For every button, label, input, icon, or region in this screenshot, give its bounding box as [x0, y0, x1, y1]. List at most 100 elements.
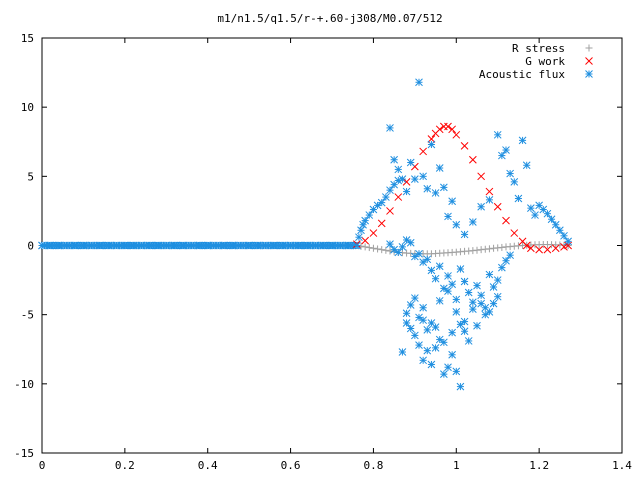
acoustic-flux-point	[506, 251, 514, 260]
acoustic-flux-point	[452, 220, 461, 229]
acoustic-flux-point	[510, 178, 519, 186]
acoustic-flux-point	[448, 197, 456, 206]
acoustic-flux-point	[406, 158, 415, 167]
acoustic-flux-point	[38, 241, 46, 250]
acoustic-flux-point	[245, 241, 253, 250]
acoustic-flux-point	[423, 255, 432, 264]
g-work-point	[551, 244, 560, 253]
x-tick-label: 1.4	[612, 459, 632, 472]
legend-label: Acoustic flux	[479, 68, 565, 81]
g-work-point	[469, 155, 477, 164]
acoustic-flux-point	[527, 204, 535, 213]
acoustic-flux-point	[377, 198, 386, 207]
acoustic-flux-point	[427, 360, 436, 369]
legend-marker	[585, 57, 593, 65]
x-tick-label: 0	[39, 459, 46, 472]
acoustic-flux-point	[452, 308, 461, 316]
acoustic-flux-point	[54, 241, 63, 250]
y-tick-label: -10	[14, 378, 34, 391]
acoustic-flux-point	[129, 241, 137, 250]
acoustic-flux-point	[278, 241, 287, 250]
acoustic-flux-point	[431, 344, 440, 352]
acoustic-flux-point	[361, 216, 369, 225]
acoustic-flux-point	[440, 370, 448, 379]
acoustic-flux-point	[365, 211, 374, 219]
acoustic-flux-point	[402, 319, 411, 327]
y-tick-label: 0	[27, 240, 34, 253]
acoustic-flux-point	[551, 220, 560, 229]
acoustic-flux-point	[547, 215, 556, 224]
acoustic-flux-point	[319, 241, 328, 250]
g-work-point	[452, 130, 461, 139]
acoustic-flux-point	[253, 241, 262, 250]
g-work-point	[369, 229, 378, 237]
acoustic-flux-point	[355, 233, 363, 242]
acoustic-flux-point	[493, 130, 502, 139]
acoustic-flux-point	[473, 281, 481, 290]
acoustic-flux-point	[456, 382, 465, 391]
acoustic-flux-point	[386, 124, 394, 132]
acoustic-flux-point	[311, 241, 320, 250]
y-tick-label: 10	[21, 101, 34, 114]
x-tick-label: 0.8	[363, 459, 383, 472]
x-axis: 0 0.2 0.4 0.6 0.8 1 1.2 1.4	[39, 38, 632, 472]
g-work-point	[460, 142, 469, 150]
g-work-point	[361, 236, 369, 245]
g-work-point	[560, 243, 568, 251]
x-tick-label: 0.6	[281, 459, 301, 472]
r-stress-point	[378, 246, 386, 254]
acoustic-flux-point	[386, 240, 394, 248]
g-work-point	[377, 219, 386, 228]
acoustic-flux-point	[220, 241, 229, 250]
r-stress-point	[473, 246, 481, 254]
acoustic-flux-point	[398, 243, 407, 251]
acoustic-flux-point	[448, 280, 456, 289]
x-tick-label: 0.4	[198, 459, 218, 472]
acoustic-flux-point	[336, 241, 345, 250]
acoustic-flux-point	[444, 212, 452, 221]
acoustic-flux-point	[502, 146, 510, 154]
acoustic-flux-point	[564, 237, 572, 246]
acoustic-flux-point	[498, 151, 506, 160]
r-stress-point	[374, 245, 382, 253]
y-tick-label: 5	[27, 170, 34, 183]
g-work-point	[394, 193, 403, 201]
r-stress-point	[361, 243, 369, 251]
acoustic-flux-point	[394, 248, 403, 257]
acoustic-flux-point	[162, 241, 171, 250]
g-work-point	[477, 172, 485, 181]
acoustic-flux-point	[415, 78, 423, 87]
acoustic-flux-point	[402, 236, 411, 244]
acoustic-flux-point	[402, 309, 411, 318]
x-tick-label: 1	[453, 459, 460, 472]
acoustic-flux-point	[303, 241, 311, 250]
acoustic-flux-point	[456, 265, 465, 273]
acoustic-flux-point	[394, 176, 403, 185]
acoustic-flux-point	[179, 241, 187, 250]
acoustic-flux-point	[452, 295, 461, 304]
acoustic-flux-point	[448, 328, 456, 337]
y-tick-label: 15	[21, 32, 34, 45]
acoustic-flux-point	[170, 241, 179, 250]
acoustic-flux-point	[489, 299, 498, 308]
acoustic-flux-point	[506, 169, 514, 178]
acoustic-flux-point	[477, 299, 485, 308]
acoustic-flux-point	[531, 211, 539, 219]
acoustic-flux-point	[435, 296, 444, 305]
acoustic-flux-point	[423, 346, 432, 355]
acoustic-flux-point	[427, 140, 436, 149]
g-work-point	[440, 122, 448, 131]
x-tick-label: 1.2	[529, 459, 549, 472]
acoustic-flux-point	[435, 262, 444, 271]
acoustic-flux-point	[485, 270, 494, 279]
acoustic-flux-point	[415, 313, 423, 322]
acoustic-flux-point	[489, 283, 498, 291]
g-work-point	[543, 245, 552, 254]
acoustic-flux-point	[477, 202, 485, 211]
acoustic-flux-point	[406, 324, 415, 333]
g-work-point	[493, 202, 502, 211]
acoustic-flux-point	[398, 348, 407, 356]
acoustic-flux-point	[398, 175, 407, 183]
acoustic-flux-point	[423, 184, 432, 193]
